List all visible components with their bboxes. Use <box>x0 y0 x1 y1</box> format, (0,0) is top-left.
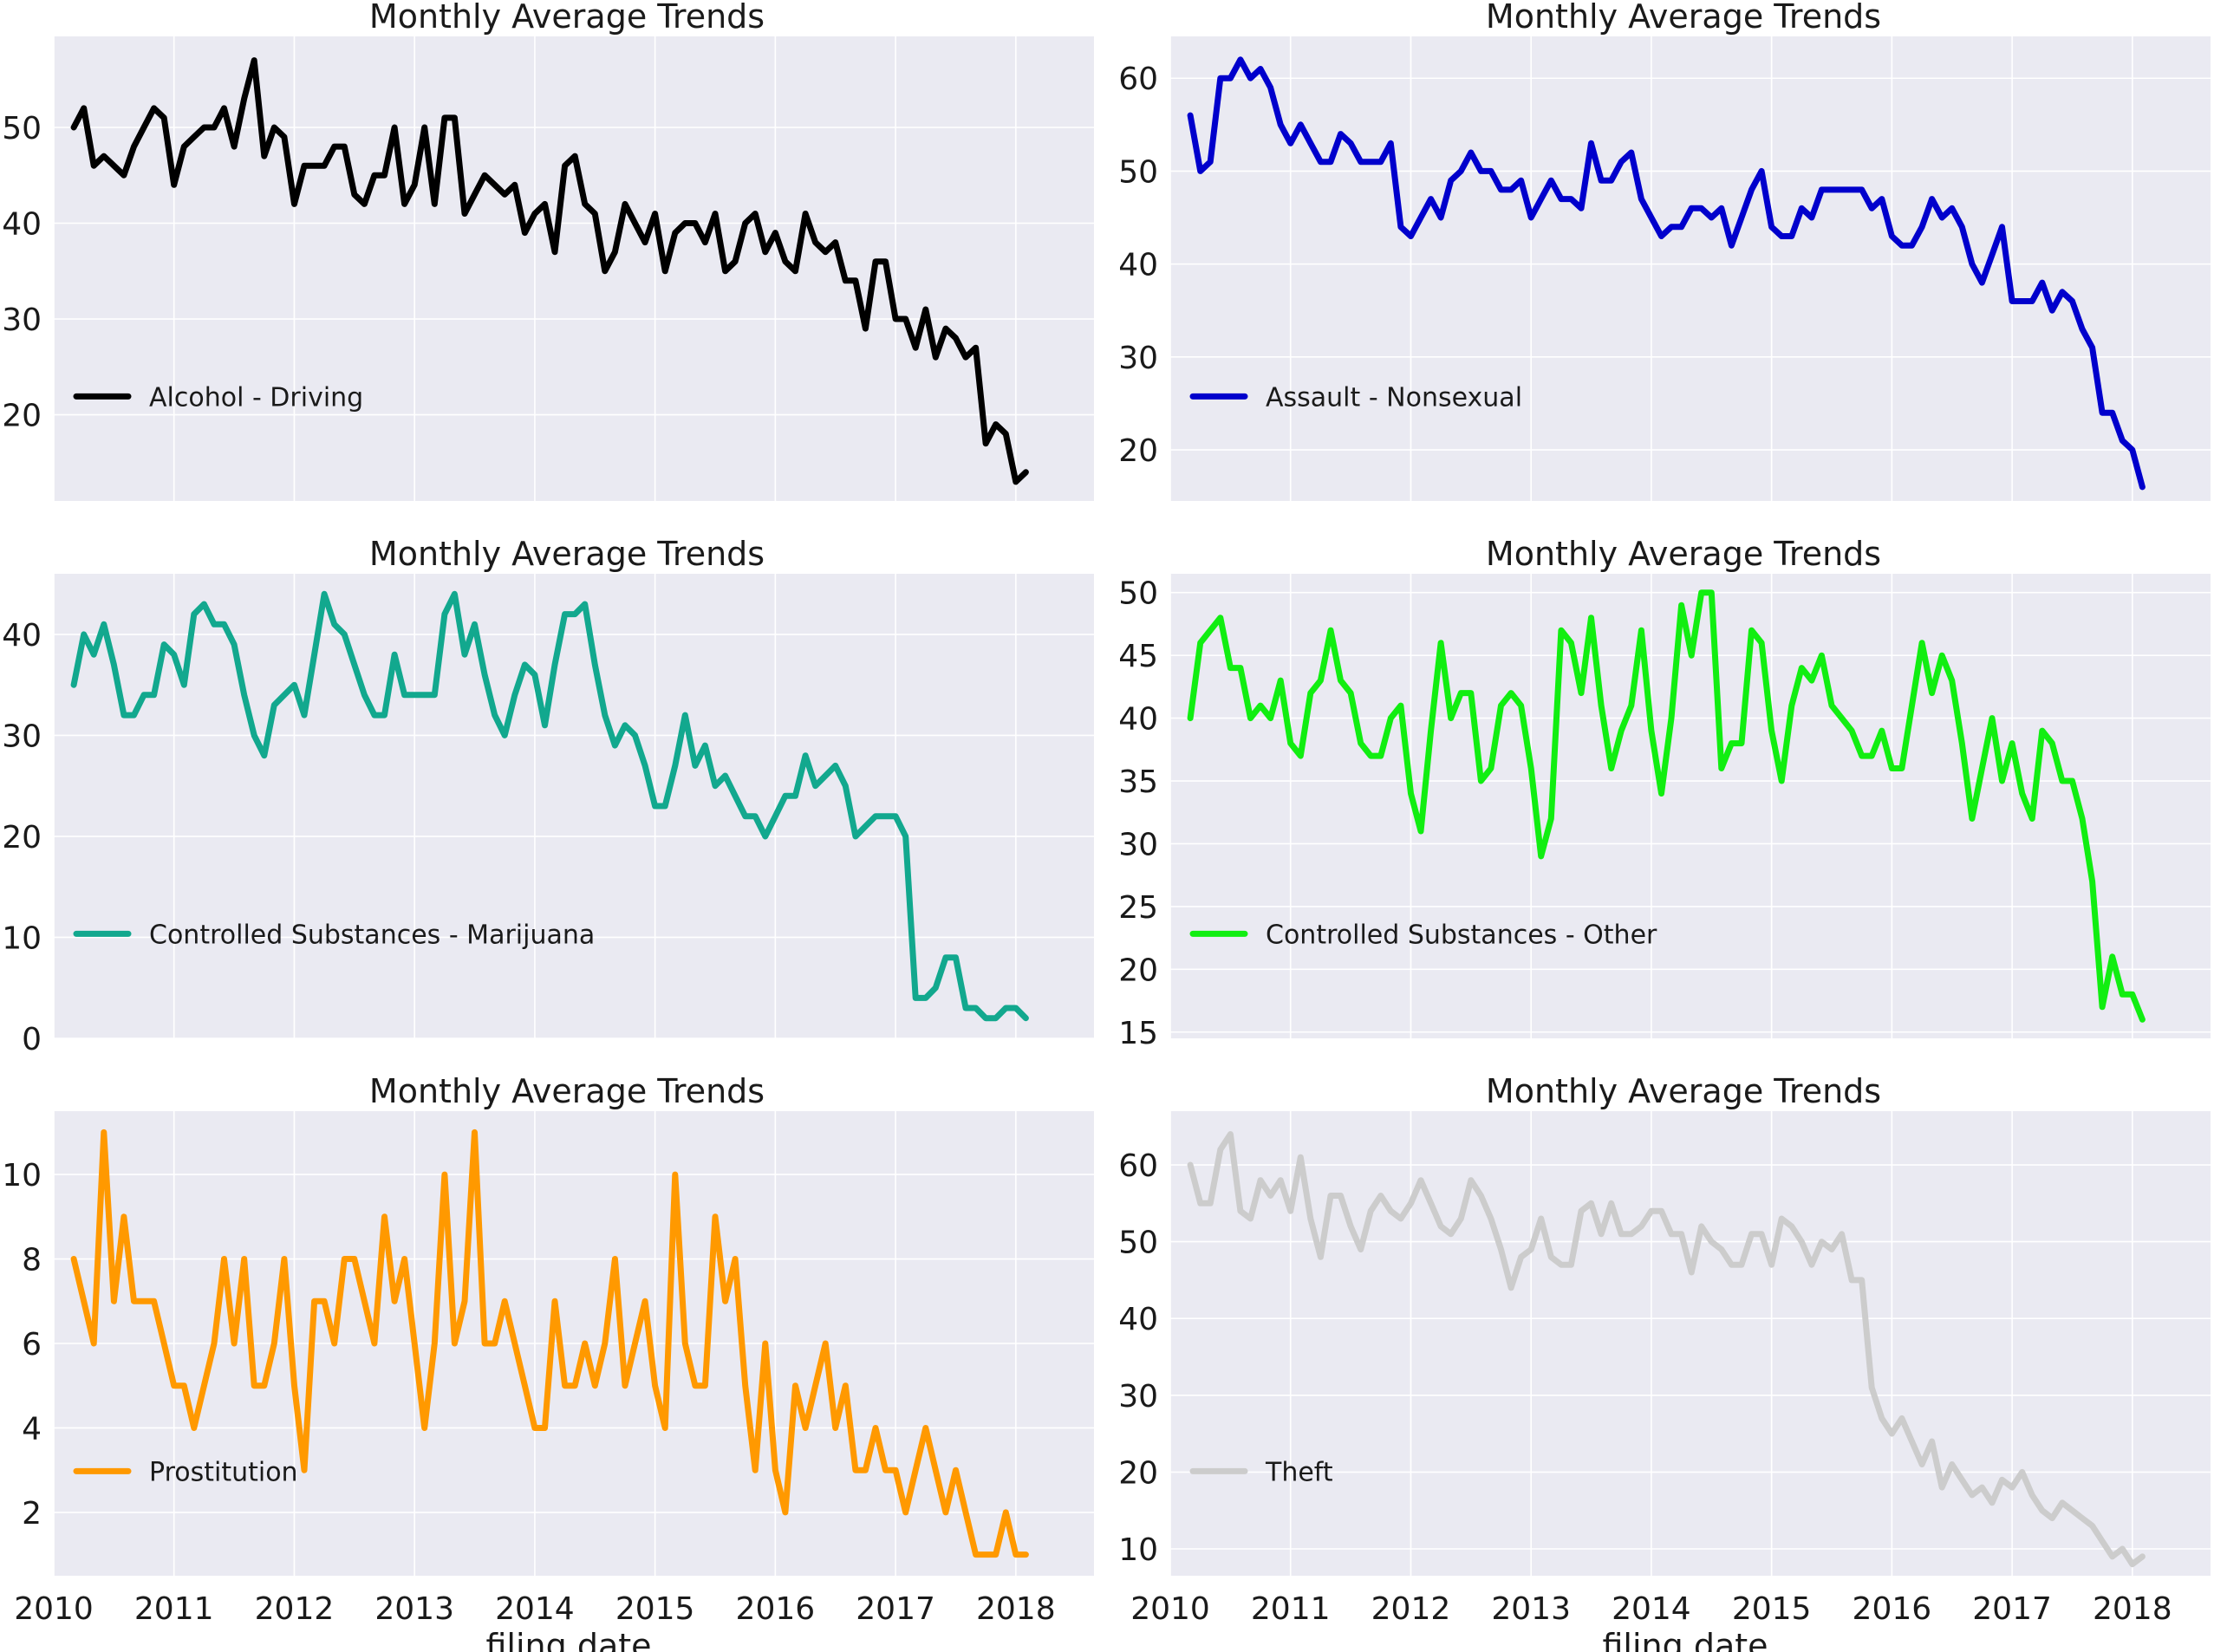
y-tick-label: 50 <box>2 111 42 146</box>
x-tick-label: 2015 <box>1732 1591 1812 1627</box>
y-tick-label: 40 <box>2 618 42 654</box>
x-axis-label: filing date <box>1602 1627 1768 1652</box>
y-tick-label: 50 <box>1118 154 1158 190</box>
y-tick-label: 15 <box>1118 1016 1158 1051</box>
series-line <box>70 1128 1029 1558</box>
chart-panel-1: 20 30 40 50 Monthly Average Trends Alcohol - … <box>2 0 1094 501</box>
series-line <box>70 57 1029 485</box>
x-tick-label: 2014 <box>1612 1591 1691 1627</box>
x-tick-label: 2012 <box>255 1591 335 1627</box>
y-tick-label: 10 <box>1118 1532 1158 1568</box>
chart-panel-3: 0 10 20 30 40 Monthly Average Trends Controlle… <box>2 535 1094 1057</box>
y-tick-label: 0 <box>22 1022 42 1057</box>
legend-label: Alcohol - Driving <box>149 382 363 413</box>
y-tick-label: 6 <box>22 1327 42 1363</box>
plot-area <box>1170 1111 2211 1576</box>
x-tick-label: 2014 <box>495 1591 575 1627</box>
chart-panel-5: 2 4 6 8 10 2010 2011 2012 2013 2014 2015 2016 2017 20… <box>2 1072 1094 1652</box>
x-tick-label: 2015 <box>615 1591 695 1627</box>
series-line <box>1187 589 2146 1023</box>
y-tick-label: 40 <box>2 207 42 243</box>
x-tick-label: 2016 <box>736 1591 816 1627</box>
series-line <box>1187 1131 2146 1568</box>
y-tick-label: 50 <box>1118 576 1158 612</box>
y-tick-label: 30 <box>1118 341 1158 376</box>
legend-label: Assault - Nonsexual <box>1266 382 1522 413</box>
x-tick-label: 2010 <box>14 1591 94 1627</box>
chart-panel-6: 10 20 30 40 50 60 2010 2011 2012 2013 2014 2015 2016… <box>1118 1072 2211 1652</box>
plot-area <box>54 574 1094 1038</box>
y-tick-label: 40 <box>1118 1302 1158 1337</box>
y-tick-label: 20 <box>1118 433 1158 469</box>
y-tick-label: 25 <box>1118 890 1158 926</box>
y-tick-label: 30 <box>2 719 42 754</box>
y-tick-label: 20 <box>1118 1455 1158 1491</box>
y-tick-label: 40 <box>1118 248 1158 283</box>
x-tick-label: 2010 <box>1130 1591 1210 1627</box>
chart-title: Monthly Average Trends <box>369 535 765 573</box>
y-tick-label: 4 <box>22 1411 42 1447</box>
y-tick-label: 10 <box>2 920 42 956</box>
chart-title: Monthly Average Trends <box>1486 535 1881 573</box>
y-tick-label: 35 <box>1118 764 1158 800</box>
y-tick-label: 20 <box>1118 953 1158 988</box>
plot-area <box>54 36 1094 501</box>
series-line <box>1187 56 2146 491</box>
legend-label: Prostitution <box>149 1457 298 1487</box>
x-tick-label: 2017 <box>856 1591 935 1627</box>
y-tick-label: 30 <box>1118 1379 1158 1415</box>
x-tick-label: 2013 <box>374 1591 454 1627</box>
legend-label: Theft <box>1265 1457 1333 1487</box>
x-tick-label: 2017 <box>1972 1591 2052 1627</box>
chart-panel-2: 20 30 40 50 60 Monthly Average Trends Assault … <box>1118 0 2211 501</box>
chart-title: Monthly Average Trends <box>369 1072 765 1110</box>
chart-title: Monthly Average Trends <box>1486 1072 1881 1110</box>
y-tick-label: 8 <box>22 1243 42 1278</box>
x-tick-label: 2018 <box>976 1591 1056 1627</box>
x-tick-label: 2011 <box>1251 1591 1331 1627</box>
y-tick-label: 2 <box>22 1496 42 1532</box>
chart-panel-4: 15 20 25 30 35 40 45 50 Monthly Average Trends Co… <box>1118 535 2211 1051</box>
x-tick-label: 2012 <box>1371 1591 1451 1627</box>
x-tick-label: 2016 <box>1853 1591 1932 1627</box>
y-tick-label: 20 <box>2 820 42 855</box>
plot-area <box>1170 36 2211 501</box>
legend-label: Controlled Substances - Marijuana <box>149 920 595 950</box>
chart-title: Monthly Average Trends <box>1486 0 1881 36</box>
y-tick-label: 40 <box>1118 702 1158 738</box>
x-axis-label: filing date <box>485 1627 651 1652</box>
y-tick-label: 60 <box>1118 62 1158 97</box>
y-tick-label: 45 <box>1118 639 1158 674</box>
x-tick-label: 2018 <box>2093 1591 2172 1627</box>
x-tick-label: 2013 <box>1491 1591 1571 1627</box>
y-tick-label: 10 <box>2 1158 42 1193</box>
x-tick-label: 2011 <box>134 1591 214 1627</box>
y-tick-label: 60 <box>1118 1148 1158 1184</box>
chart-title: Monthly Average Trends <box>369 0 765 36</box>
y-tick-label: 50 <box>1118 1226 1158 1261</box>
y-tick-label: 30 <box>1118 827 1158 862</box>
legend-label: Controlled Substances - Other <box>1266 920 1657 950</box>
series-line <box>70 590 1029 1022</box>
y-tick-label: 20 <box>2 399 42 434</box>
y-tick-label: 30 <box>2 302 42 338</box>
